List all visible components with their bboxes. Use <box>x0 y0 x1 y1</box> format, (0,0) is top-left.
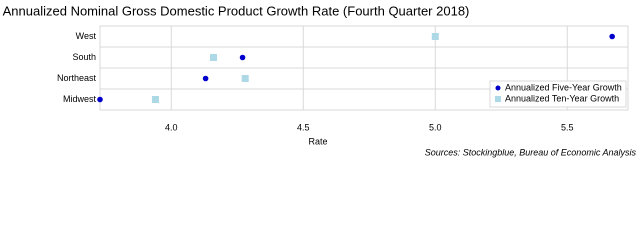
legend-label: Annualized Ten-Year Growth <box>505 93 619 103</box>
x-tick-label: 5.5 <box>561 122 574 132</box>
point <box>239 54 246 61</box>
legend-label: Annualized Five-Year Growth <box>505 82 622 92</box>
chart-title: Annualized Nominal Gross Domestic Produc… <box>3 3 470 18</box>
y-tick-label: West <box>76 31 97 41</box>
point <box>241 75 249 82</box>
point <box>431 33 439 40</box>
legend-swatch <box>495 85 501 91</box>
legend-box <box>489 80 627 108</box>
y-tick-label: Midwest <box>63 94 97 104</box>
point <box>210 54 218 61</box>
source-note: Sources: Stockingblue, Bureau of Economi… <box>425 147 637 157</box>
x-tick-label: 4.0 <box>165 122 178 132</box>
x-axis-label: Rate <box>308 136 327 146</box>
x-tick-label: 5.0 <box>429 122 442 132</box>
point <box>97 96 103 103</box>
y-tick-label: South <box>72 52 96 62</box>
y-tick-label: Northeast <box>57 73 97 83</box>
point <box>609 33 615 40</box>
chart: Annualized Nominal Gross Domestic Produc… <box>3 3 637 157</box>
point <box>151 96 159 103</box>
point <box>202 75 209 82</box>
legend-swatch <box>495 96 501 102</box>
x-tick-label: 4.5 <box>297 122 310 132</box>
